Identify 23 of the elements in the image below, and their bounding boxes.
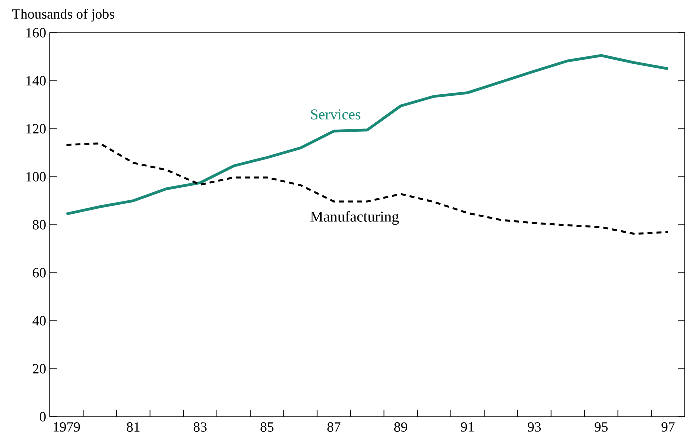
- y-tick-label: 160: [26, 28, 46, 38]
- y-tick-label: 120: [26, 124, 46, 134]
- y-tick-label: 40: [32, 316, 46, 326]
- x-tick-label: 95: [594, 422, 608, 432]
- x-tick-label: 93: [528, 422, 542, 432]
- y-tick-label: 80: [33, 220, 46, 230]
- x-tick-label: 87: [328, 422, 341, 432]
- x-tick-label: 81: [127, 422, 140, 432]
- y-tick-label: 140: [26, 76, 46, 86]
- y-tick-label: 60: [33, 268, 46, 278]
- x-tick-label: 1979: [54, 422, 80, 432]
- x-tick-label: 91: [461, 422, 474, 432]
- y-tick-label: 20: [33, 364, 46, 374]
- x-tick-label: 97: [662, 422, 675, 432]
- y-tick-label: 0: [40, 412, 46, 422]
- y-axis-title: Thousands of jobs: [12, 8, 114, 22]
- y-tick-label: 100: [26, 172, 46, 182]
- x-tick-label: 89: [394, 422, 408, 432]
- x-tick-label: 85: [260, 422, 274, 432]
- x-tick-label: 83: [194, 422, 207, 432]
- line-series: [66, 142, 670, 236]
- series-label: Manufacturing: [310, 211, 400, 226]
- series-label: Services: [311, 110, 361, 120]
